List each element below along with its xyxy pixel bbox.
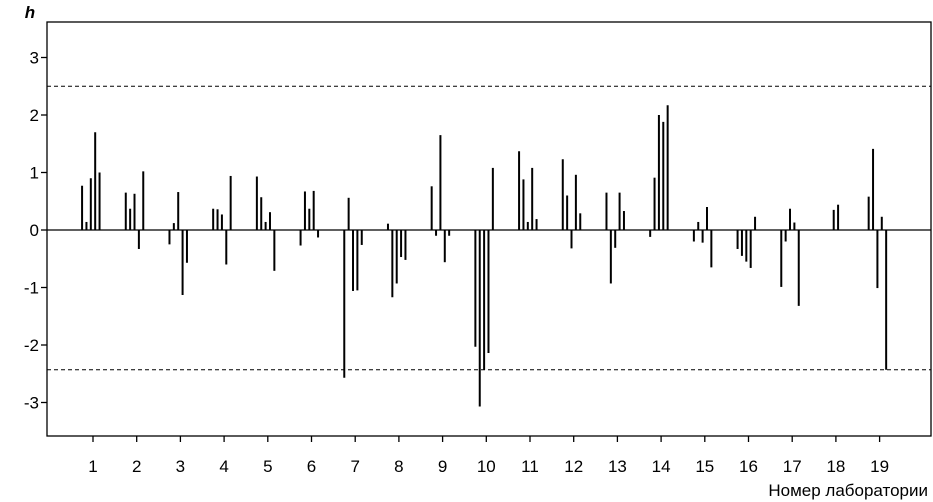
y-tick-label: 3 [30,49,39,68]
plot-frame [46,21,932,437]
x-tick-label: 14 [652,457,671,476]
x-tick-label: 16 [739,457,758,476]
plot-area [46,21,932,437]
x-tick-label: 13 [608,457,627,476]
y-tick-label: 0 [30,221,39,240]
x-tick-label: 9 [438,457,447,476]
y-tick-label: 2 [30,106,39,125]
x-tick-label: 4 [219,457,228,476]
x-tick-label: 3 [176,457,185,476]
x-axis-title: Номер лаборатории [768,481,928,500]
x-tick-label: 2 [132,457,141,476]
x-tick-label: 1 [88,457,97,476]
y-axis-title: h [25,3,35,22]
x-axis: 1 2 3 4 5 6 7 8 9 10 11 12 13 14 15 16 17 18 19 [88,436,889,476]
bar-group [81,105,888,407]
x-tick-label: 6 [307,457,316,476]
x-tick-label: 12 [564,457,583,476]
x-tick-label: 7 [350,457,359,476]
y-tick-label: -2 [24,336,39,355]
x-tick-label: 11 [521,457,539,476]
x-tick-label: 19 [870,457,889,476]
y-tick-label: -1 [24,279,39,298]
x-tick-label: 8 [394,457,403,476]
y-axis: -3 -2 -1 0 1 2 3 [24,49,47,413]
y-tick-label: 1 [30,164,39,183]
x-tick-label: 15 [695,457,714,476]
y-tick-label: -3 [24,394,39,413]
x-tick-label: 5 [263,457,272,476]
x-tick-label: 10 [477,457,496,476]
x-tick-label: 17 [783,457,802,476]
x-tick-label: 18 [826,457,845,476]
